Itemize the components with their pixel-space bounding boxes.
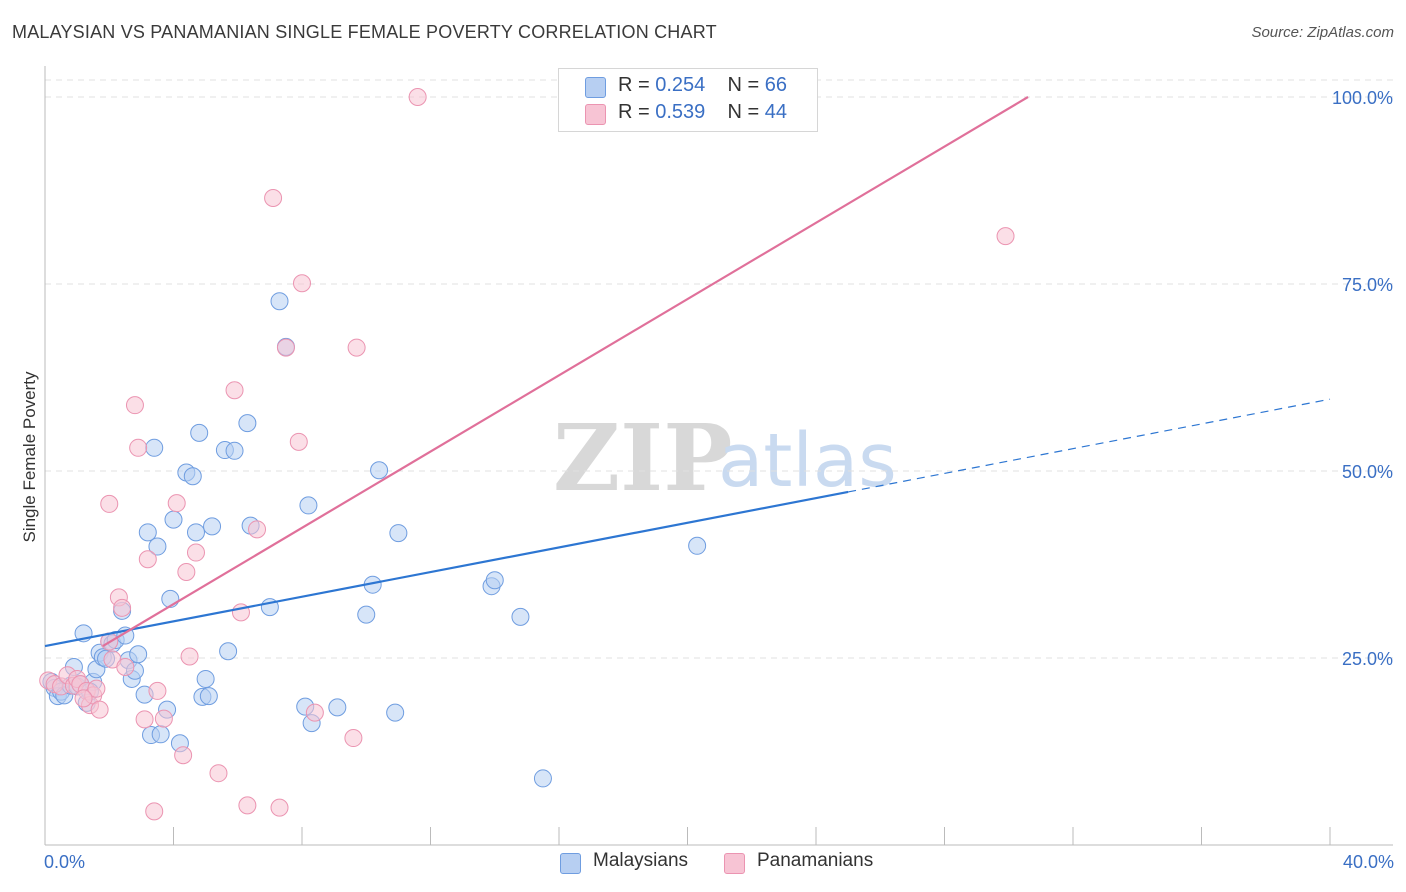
panamanian-point (87, 679, 106, 698)
malaysian-point (183, 467, 202, 486)
y-tick-label: 25.0% (1342, 649, 1393, 669)
tick-labels: 25.0% 50.0% 75.0% 100.0% (1332, 88, 1393, 669)
panamanian-point (138, 550, 157, 569)
malaysians-swatch (585, 77, 606, 98)
panamanian-point (276, 338, 295, 357)
panamanian-point (116, 657, 135, 676)
panamanian-point (408, 88, 427, 106)
malaysians-trend-extension (848, 398, 1331, 493)
panamanian-point (90, 700, 109, 719)
panamanian-point (225, 381, 244, 400)
malaysian-point (186, 523, 205, 542)
panamanian-point (347, 338, 366, 357)
panamanians-legend-label: Panamanians (757, 850, 874, 871)
panamanian-point (248, 520, 267, 539)
r-label: R = (618, 74, 656, 96)
malaysian-point (688, 536, 707, 555)
axes (44, 66, 1393, 846)
legend-text-panamanians: R = 0.539 N = 44 (618, 101, 787, 124)
malaysian-point (203, 517, 222, 536)
malaysian-point (225, 441, 244, 460)
malaysian-point (199, 687, 218, 706)
malaysian-point (357, 605, 376, 624)
x-tick-min: 0.0% (44, 852, 86, 872)
legend-text-malaysians: R = 0.254 N = 66 (618, 74, 787, 97)
malaysian-point (328, 698, 347, 717)
panamanian-point (167, 494, 186, 513)
panamanian-point (209, 764, 228, 783)
malaysian-point (299, 496, 318, 515)
panamanian-point (289, 432, 308, 451)
panamanian-point (180, 647, 199, 666)
panamanians-legend-swatch (724, 853, 745, 874)
panamanian-point (125, 396, 144, 415)
panamanian-point (186, 543, 205, 562)
y-tick-label: 75.0% (1342, 275, 1393, 295)
panamanian-point (135, 710, 154, 729)
panamanian-point (154, 709, 173, 728)
malaysian-point (151, 725, 170, 744)
malaysian-point (485, 571, 504, 590)
malaysian-point (138, 523, 157, 542)
malaysian-point (389, 524, 408, 543)
malaysian-point (196, 669, 215, 688)
malaysian-point (533, 769, 552, 788)
malaysian-point (370, 461, 389, 480)
data-points (39, 88, 1015, 821)
panamanian-point (344, 729, 363, 748)
n-value-panamanians: 44 (764, 101, 788, 123)
grid-lines (45, 79, 1393, 659)
panamanian-point (113, 598, 132, 617)
malaysian-point (238, 414, 257, 433)
y-tick-label: 100.0% (1332, 88, 1393, 108)
panamanian-point (145, 802, 164, 821)
n-label: N = (727, 101, 765, 123)
source-label: Source: ZipAtlas.com (1251, 24, 1394, 41)
malaysian-point (148, 537, 167, 556)
panamanian-point (270, 798, 289, 817)
r-value-malaysians: 0.254 (655, 74, 706, 96)
malaysian-point (219, 642, 238, 661)
malaysians-legend-label: Malaysians (593, 850, 689, 871)
panamanian-point (996, 227, 1015, 246)
malaysian-point (511, 607, 530, 626)
malaysian-point (386, 703, 405, 722)
n-label: N = (727, 74, 765, 96)
n-value-malaysians: 66 (764, 74, 788, 96)
panamanian-point (305, 703, 324, 722)
stats-legend: R = 0.254 N = 66 R = 0.539 N = 44 (558, 68, 818, 132)
chart-title: MALAYSIAN VS PANAMANIAN SINGLE FEMALE PO… (12, 22, 717, 42)
panamanian-point (238, 796, 257, 815)
r-label: R = (618, 101, 656, 123)
r-value-panamanians: 0.539 (655, 101, 706, 123)
malaysian-point (270, 292, 289, 311)
malaysian-point (164, 510, 183, 529)
trend-lines (44, 96, 1331, 648)
panamanians-trend-line (102, 96, 1029, 647)
malaysian-point (190, 423, 209, 442)
panamanian-point (264, 188, 283, 207)
x-tick-max: 40.0% (1342, 852, 1394, 872)
y-tick-label: 50.0% (1342, 462, 1393, 482)
panamanian-point (129, 438, 148, 457)
panamanian-point (177, 562, 196, 581)
malaysians-legend-swatch (560, 853, 581, 874)
malaysians-trend-line (44, 490, 849, 648)
panamanian-point (100, 494, 119, 513)
panamanian-point (148, 681, 167, 700)
panamanian-point (293, 274, 311, 293)
watermark-zip: ZIP (553, 404, 732, 512)
malaysian-point (129, 645, 148, 664)
panamanians-swatch (585, 104, 606, 125)
watermark-atlas: atlas (718, 418, 897, 504)
malaysian-point (145, 438, 164, 457)
panamanian-point (74, 689, 93, 708)
panamanian-point (174, 746, 193, 765)
